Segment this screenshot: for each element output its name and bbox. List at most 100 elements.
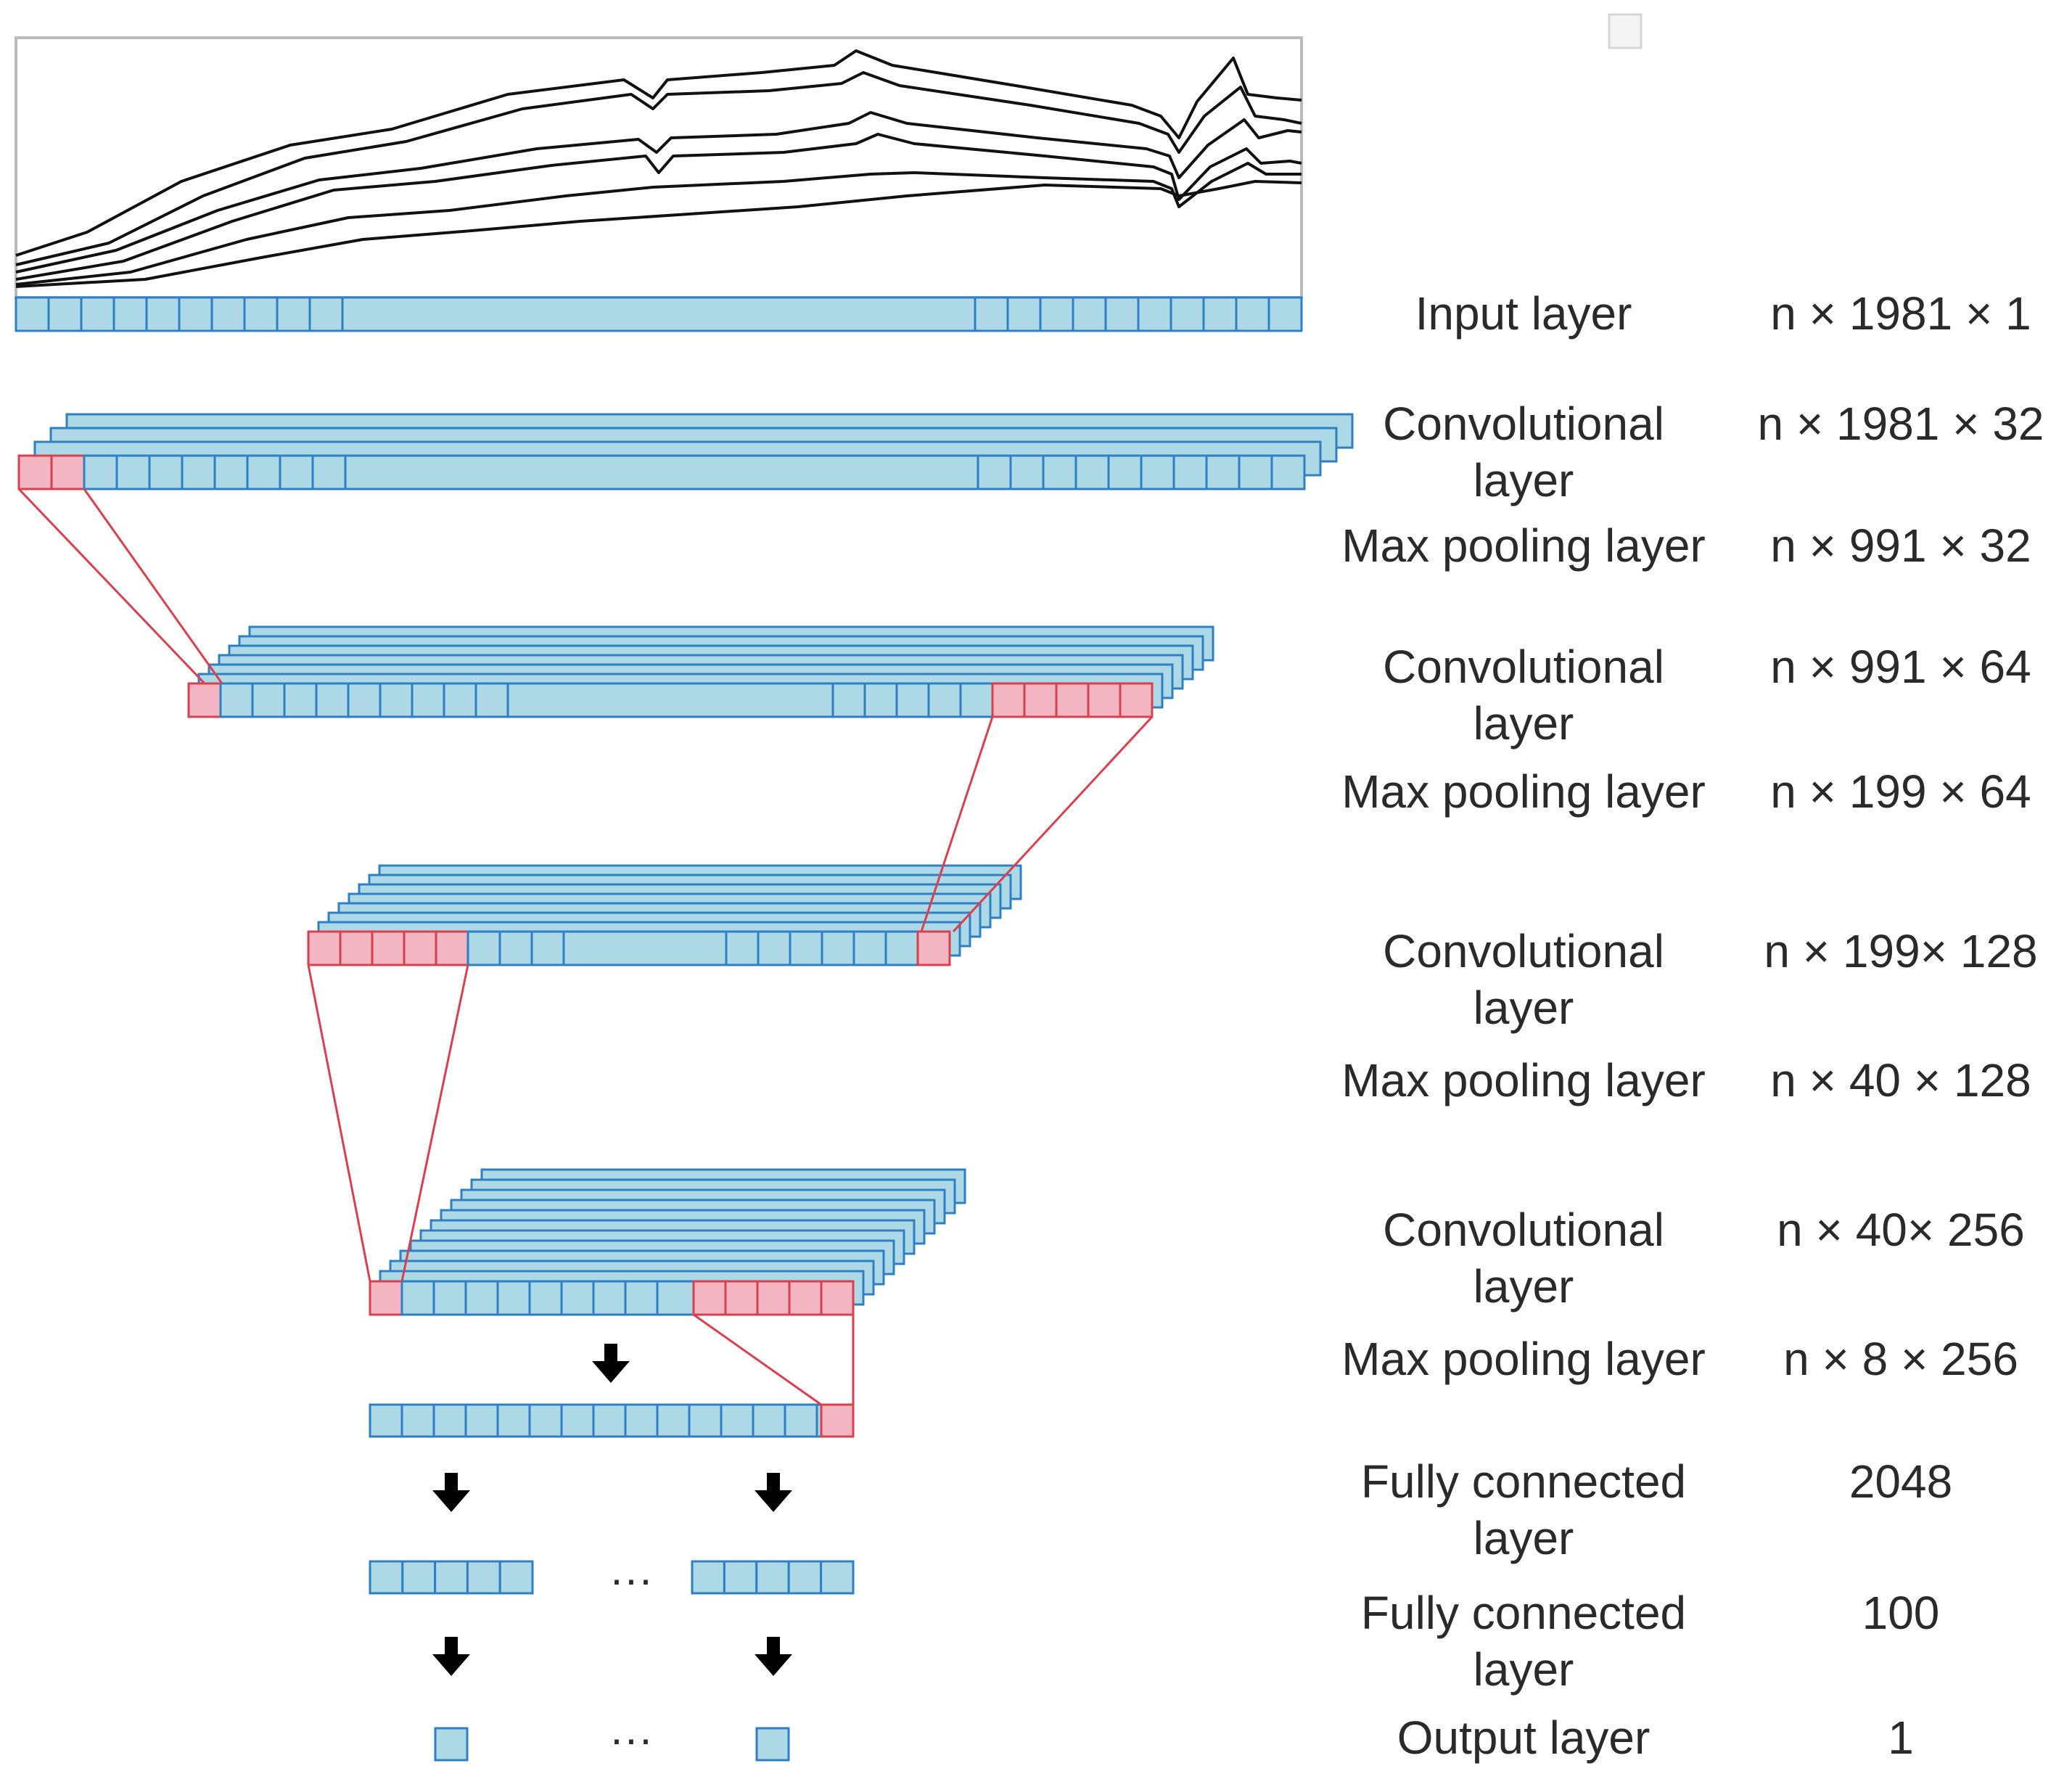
cell	[311, 454, 347, 490]
cell	[315, 682, 350, 718]
cell	[308, 296, 344, 332]
cell	[895, 682, 930, 718]
projection-line	[952, 715, 1154, 933]
cell	[755, 1560, 790, 1595]
label-pool-layer-3: Max pooling layer	[1341, 1054, 1706, 1106]
cell	[115, 454, 151, 490]
cell	[821, 930, 855, 966]
arrow-down-icon-stem	[445, 1473, 458, 1490]
label-pool-layer-2: Max pooling layer	[1341, 765, 1706, 818]
cell	[219, 682, 254, 718]
cell	[974, 296, 1009, 332]
kernel-cell	[1087, 682, 1122, 718]
dims-input-layer: n × 1981 × 1	[1770, 287, 2031, 340]
cell	[528, 1403, 563, 1438]
cell	[83, 454, 118, 490]
cell	[496, 1280, 531, 1316]
dims-fc-layer-2: 100	[1862, 1587, 1940, 1639]
cell	[1006, 296, 1042, 332]
cell	[1238, 454, 1273, 490]
cell	[112, 296, 148, 332]
kernel-cell	[17, 454, 53, 490]
cell	[863, 682, 898, 718]
cell	[592, 1280, 627, 1316]
label-conv-layer-3: Convolutional layer	[1383, 925, 1664, 1034]
projection-line	[307, 964, 371, 1282]
spectrum-curve	[15, 49, 1302, 257]
cell	[443, 682, 477, 718]
kernel-cell	[435, 930, 469, 966]
cell	[369, 1560, 404, 1595]
cell	[498, 930, 533, 966]
spectrum-curve	[15, 162, 1302, 286]
kernel-cell	[187, 682, 222, 718]
cell	[80, 296, 115, 332]
ellipsis-fc: ···	[609, 1555, 653, 1603]
cell	[1137, 296, 1172, 332]
cell	[181, 454, 216, 490]
dims-conv-layer-4: n × 40× 256	[1777, 1204, 2025, 1256]
cell	[148, 454, 184, 490]
kernel-cell	[724, 1280, 759, 1316]
label-pool-layer-1: Max pooling layer	[1341, 519, 1706, 572]
cell	[1202, 296, 1238, 332]
cell	[279, 454, 314, 490]
dims-pool-layer-4: n × 8 × 256	[1783, 1333, 2018, 1385]
cell	[15, 296, 50, 332]
cell	[1009, 454, 1045, 490]
cell	[1107, 454, 1143, 490]
cell	[1270, 454, 1306, 490]
dims-conv-layer-3: n × 199× 128	[1764, 925, 2038, 977]
arrow-down-icon-head	[432, 1654, 470, 1676]
arrow-down-icon-head	[755, 1654, 792, 1676]
label-pool-layer-4: Max pooling layer	[1341, 1333, 1706, 1385]
label-output-layer: Output layer	[1397, 1712, 1650, 1764]
cell	[1072, 296, 1107, 332]
label-conv-layer-2: Convolutional layer	[1383, 641, 1664, 749]
kernel-cell	[991, 682, 1026, 718]
dims-conv-layer-1: n × 1981 × 32	[1757, 398, 2044, 450]
kernel-cell	[50, 454, 86, 490]
cell	[401, 1560, 437, 1595]
cell	[757, 930, 792, 966]
kernel-cell	[756, 1280, 791, 1316]
cell	[820, 1560, 855, 1595]
cell	[831, 682, 866, 718]
label-conv-layer-1: Convolutional layer	[1383, 398, 1664, 506]
spectrum-curve	[15, 111, 1302, 274]
cell	[379, 682, 414, 718]
cell	[400, 1403, 435, 1438]
spectrum-curve	[15, 133, 1302, 281]
dims-output-layer: 1	[1888, 1712, 1914, 1764]
dims-pool-layer-2: n × 199 × 64	[1770, 765, 2031, 818]
arrow-down-icon-stem	[767, 1637, 780, 1654]
cell	[434, 1560, 469, 1595]
label-fc-layer-2: Fully connected layer	[1360, 1587, 1687, 1696]
cell	[784, 1403, 818, 1438]
cell	[592, 1403, 627, 1438]
cell	[1074, 454, 1110, 490]
cell	[977, 454, 1012, 490]
cell	[213, 454, 249, 490]
cell	[725, 930, 760, 966]
cell	[432, 1403, 467, 1438]
arrow-down-icon-stem	[604, 1344, 617, 1361]
cell	[246, 454, 281, 490]
cell	[464, 1403, 499, 1438]
projection-line	[83, 488, 223, 684]
cell	[1104, 296, 1140, 332]
dims-conv-layer-2: n × 991 × 64	[1770, 641, 2031, 693]
projection-line	[693, 1313, 822, 1406]
kernel-cell	[1119, 682, 1154, 718]
cell	[466, 1560, 501, 1595]
cell	[624, 1280, 659, 1316]
corner-marker	[1608, 13, 1643, 49]
arrow-down-icon-head	[432, 1490, 470, 1512]
kernel-cell	[369, 1280, 403, 1316]
spectrum-curve	[15, 180, 1302, 288]
cell	[400, 1280, 435, 1316]
cell	[347, 682, 382, 718]
dims-fc-layer-1: 2048	[1849, 1455, 1953, 1508]
label-input-layer: Input layer	[1415, 287, 1632, 340]
